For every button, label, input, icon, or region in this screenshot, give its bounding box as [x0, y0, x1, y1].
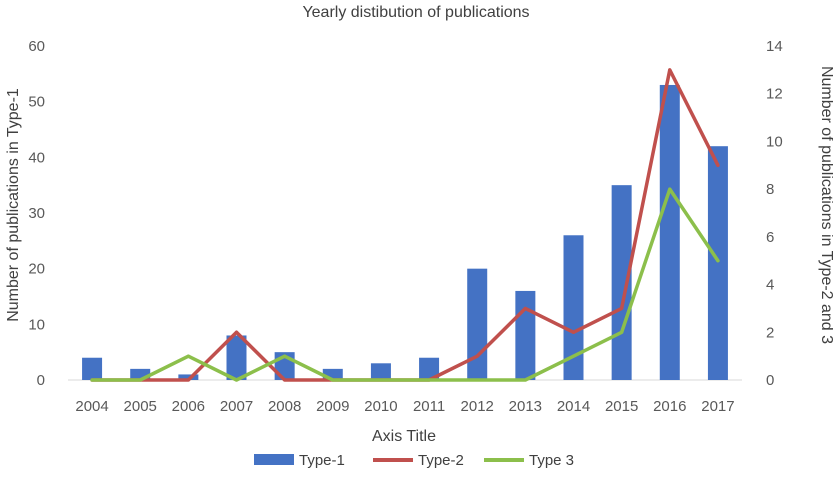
y-right-tick-label: 4: [766, 277, 774, 294]
y-right-tick-label: 12: [766, 86, 783, 103]
bar: [322, 368, 343, 380]
x-axis-title: Axis Title: [372, 428, 436, 445]
x-tick-label: 2013: [509, 398, 542, 415]
y-left-tick-label: 30: [28, 205, 45, 222]
x-tick-label: 2012: [461, 398, 494, 415]
bar: [82, 357, 103, 380]
x-tick-label: 2014: [557, 398, 590, 415]
y-right-tick-label: 0: [766, 372, 774, 389]
data-point: [716, 163, 720, 167]
data-point: [523, 306, 527, 310]
data-point: [572, 354, 575, 358]
data-point: [138, 378, 142, 382]
data-point: [235, 330, 238, 334]
data-point: [716, 259, 720, 263]
legend-label: Type-1: [299, 452, 345, 469]
legend-label: Type 3: [529, 452, 574, 469]
y-axis-right-title: Number of publications in Type-2 and 3: [818, 66, 833, 344]
bar: [563, 235, 584, 380]
data-point: [572, 330, 575, 334]
y-right-tick-label: 8: [766, 181, 774, 198]
y-left-tick-label: 0: [37, 372, 45, 389]
data-point: [186, 378, 190, 382]
bar: [659, 84, 680, 380]
data-point: [668, 68, 672, 72]
y-axis-right: 0 2 4 6 8 10 12 14: [766, 38, 783, 389]
data-point: [90, 378, 94, 382]
bar: [419, 357, 440, 380]
bar: [130, 368, 151, 380]
y-left-tick-label: 60: [28, 38, 45, 55]
data-point: [620, 330, 624, 334]
data-point: [668, 187, 672, 191]
x-tick-label: 2015: [605, 398, 638, 415]
data-point: [620, 306, 624, 310]
bar: [611, 185, 632, 380]
y-right-tick-label: 14: [766, 38, 783, 55]
legend-label: Type-2: [418, 452, 464, 469]
data-point: [331, 378, 335, 382]
x-tick-label: 2006: [172, 398, 205, 415]
x-tick-label: 2010: [364, 398, 397, 415]
series-line: [90, 187, 720, 382]
y-left-tick-label: 20: [28, 261, 45, 278]
data-point: [523, 378, 527, 382]
x-tick-label: 2007: [220, 398, 253, 415]
bar-series: [82, 84, 728, 380]
y-left-tick-label: 10: [28, 316, 45, 333]
y-right-tick-label: 2: [766, 324, 774, 341]
legend: Type-1 Type-2 Type 3: [254, 452, 574, 469]
chart-title: Yearly distibution of publications: [302, 4, 529, 21]
bar: [226, 335, 247, 380]
x-axis: 2004 2005 2006 2007 2008 2009 2010 2011 2012 2013…: [75, 398, 734, 415]
y-right-tick-label: 6: [766, 229, 774, 246]
legend-swatch: [254, 454, 294, 465]
data-point: [283, 354, 287, 358]
data-point: [379, 378, 383, 382]
y-axis-left: 0 10 20 30 40 50 60: [28, 38, 45, 389]
x-tick-label: 2016: [653, 398, 686, 415]
data-point: [283, 378, 287, 382]
y-left-tick-label: 40: [28, 149, 45, 166]
line-series: [90, 68, 720, 382]
bar: [515, 290, 536, 380]
data-point: [235, 378, 238, 382]
data-point: [475, 354, 479, 358]
x-tick-label: 2017: [701, 398, 734, 415]
bar: [370, 363, 391, 380]
x-tick-label: 2005: [124, 398, 157, 415]
data-point: [427, 378, 431, 382]
data-point: [186, 354, 190, 358]
data-point: [475, 378, 479, 382]
y-left-tick-label: 50: [28, 94, 45, 111]
y-right-tick-label: 10: [766, 133, 783, 150]
bar: [467, 268, 488, 380]
x-tick-label: 2009: [316, 398, 349, 415]
x-tick-label: 2011: [413, 398, 445, 415]
y-axis-left-title: Number of publications in Type-1: [5, 88, 22, 322]
x-tick-label: 2004: [75, 398, 108, 415]
x-tick-label: 2008: [268, 398, 301, 415]
bar: [178, 374, 199, 380]
bar: [707, 146, 728, 380]
